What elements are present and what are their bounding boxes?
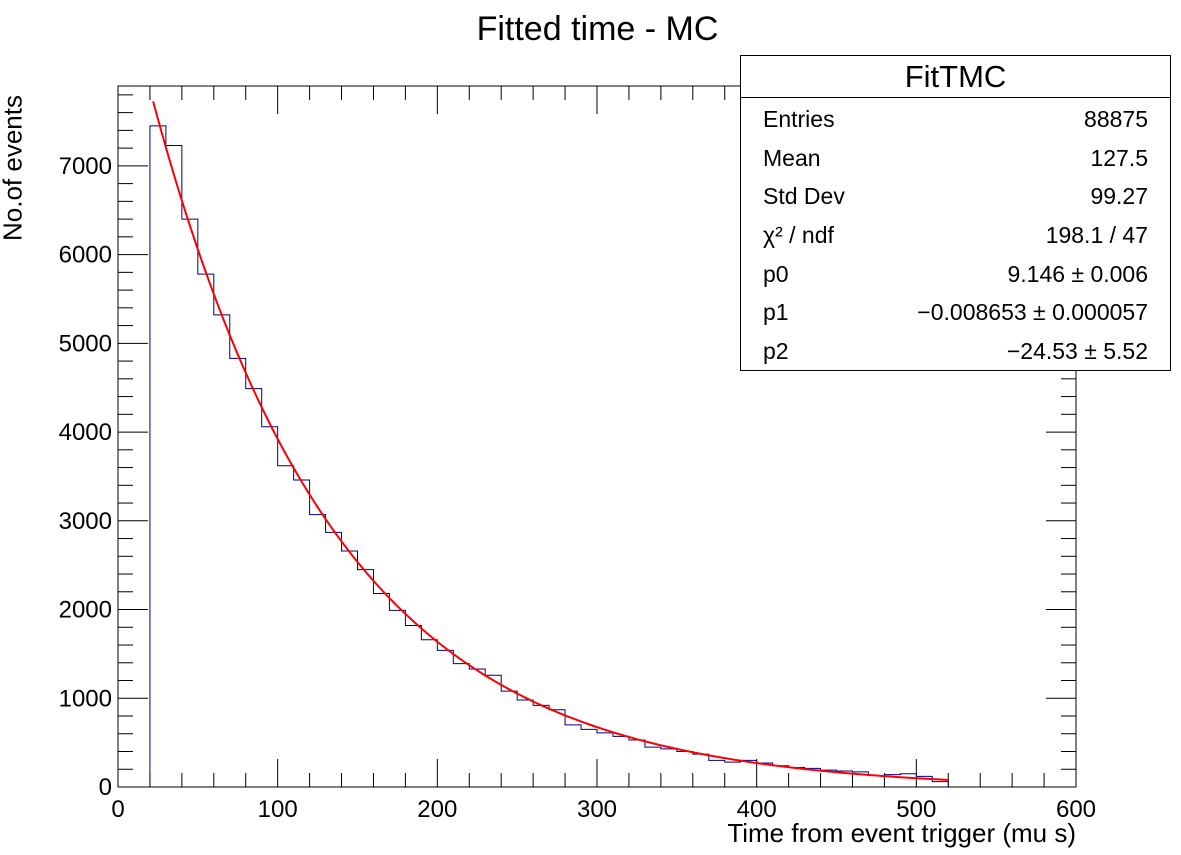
x-tick-label: 200: [417, 796, 457, 823]
x-tick-label: 0: [111, 796, 124, 823]
stats-value: 99.27: [1090, 183, 1148, 210]
x-tick-label: 600: [1056, 796, 1096, 823]
x-tick-label: 300: [577, 796, 617, 823]
stats-label: χ² / ndf: [763, 222, 834, 249]
y-tick-label: 4000: [59, 419, 112, 446]
stats-value: 198.1 / 47: [1045, 222, 1148, 249]
x-tick-label: 500: [896, 796, 936, 823]
y-axis-label: No.of events: [0, 95, 28, 241]
x-axis-label: Time from event trigger (mu s): [727, 818, 1076, 848]
stats-value: 9.146 ± 0.006: [1007, 260, 1148, 287]
y-tick-label: 7000: [59, 153, 112, 180]
stats-row-mean: Mean 127.5: [741, 137, 1170, 176]
stats-title: FitTMC: [741, 56, 1170, 98]
stats-label: Entries: [763, 106, 835, 132]
y-tick-label: 1000: [59, 685, 112, 712]
x-tick-label: 100: [258, 796, 298, 823]
x-tick-labels: 0 100 200 300 400 500 600: [111, 796, 1096, 823]
y-tick-labels: 0 1000 2000 3000 4000 5000 6000 7000: [59, 153, 112, 801]
histogram: [149, 125, 949, 787]
stats-value: 88875: [1084, 106, 1148, 132]
stats-row-chi2: χ² / ndf 198.1 / 47: [741, 214, 1170, 253]
fit-curve: [152, 101, 949, 781]
fit-curve-group: [152, 101, 949, 781]
stats-label: p0: [763, 260, 789, 287]
stats-label: Std Dev: [763, 183, 845, 210]
y-tick-label: 0: [99, 774, 112, 801]
stats-row-stddev: Std Dev 99.27: [741, 175, 1170, 214]
stats-label: p2: [763, 338, 789, 365]
stats-value: −0.008653 ± 0.000057: [917, 299, 1148, 326]
y-tick-label: 3000: [59, 508, 112, 535]
chart-title: Fitted time - MC: [476, 10, 719, 48]
stats-row-entries: Entries 88875: [741, 98, 1170, 137]
stats-label: Mean: [763, 144, 821, 171]
y-tick-label: 6000: [59, 242, 112, 269]
stats-label: p1: [763, 299, 789, 326]
stats-row-p1: p1 −0.008653 ± 0.000057: [741, 291, 1170, 330]
x-tick-label: 400: [737, 796, 777, 823]
y-tick-label: 5000: [59, 330, 112, 357]
histogram-outline: [149, 125, 949, 787]
stats-value: −24.53 ± 5.52: [1006, 338, 1148, 365]
stats-row-p0: p0 9.146 ± 0.006: [741, 253, 1170, 292]
stats-row-p2: p2 −24.53 ± 5.52: [741, 330, 1170, 369]
y-tick-label: 2000: [59, 597, 112, 624]
stats-box: FitTMC Entries 88875 Mean 127.5 Std Dev …: [740, 55, 1171, 371]
stats-value: 127.5: [1090, 144, 1148, 171]
